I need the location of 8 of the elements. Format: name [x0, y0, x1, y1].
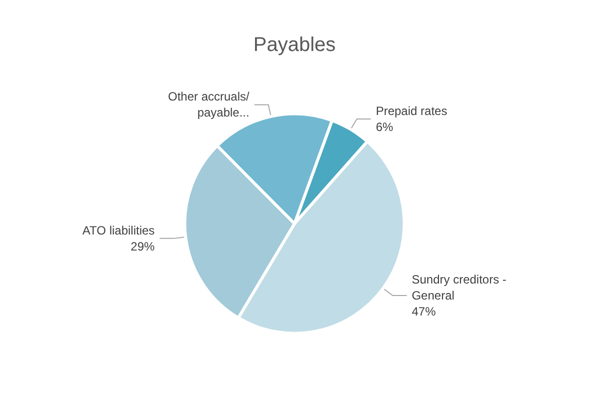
data-label: 47%	[412, 304, 436, 318]
slice-label: Other accruals/payable...	[168, 90, 250, 120]
slice-label: Sundry creditors - General	[412, 272, 510, 302]
slice-label: Prepaid rates	[376, 104, 448, 118]
data-label: 29%	[130, 239, 155, 254]
chart-title: Payables	[253, 34, 336, 56]
data-label: 6%	[376, 120, 394, 134]
slice-label: ATO liabilities	[82, 223, 155, 238]
